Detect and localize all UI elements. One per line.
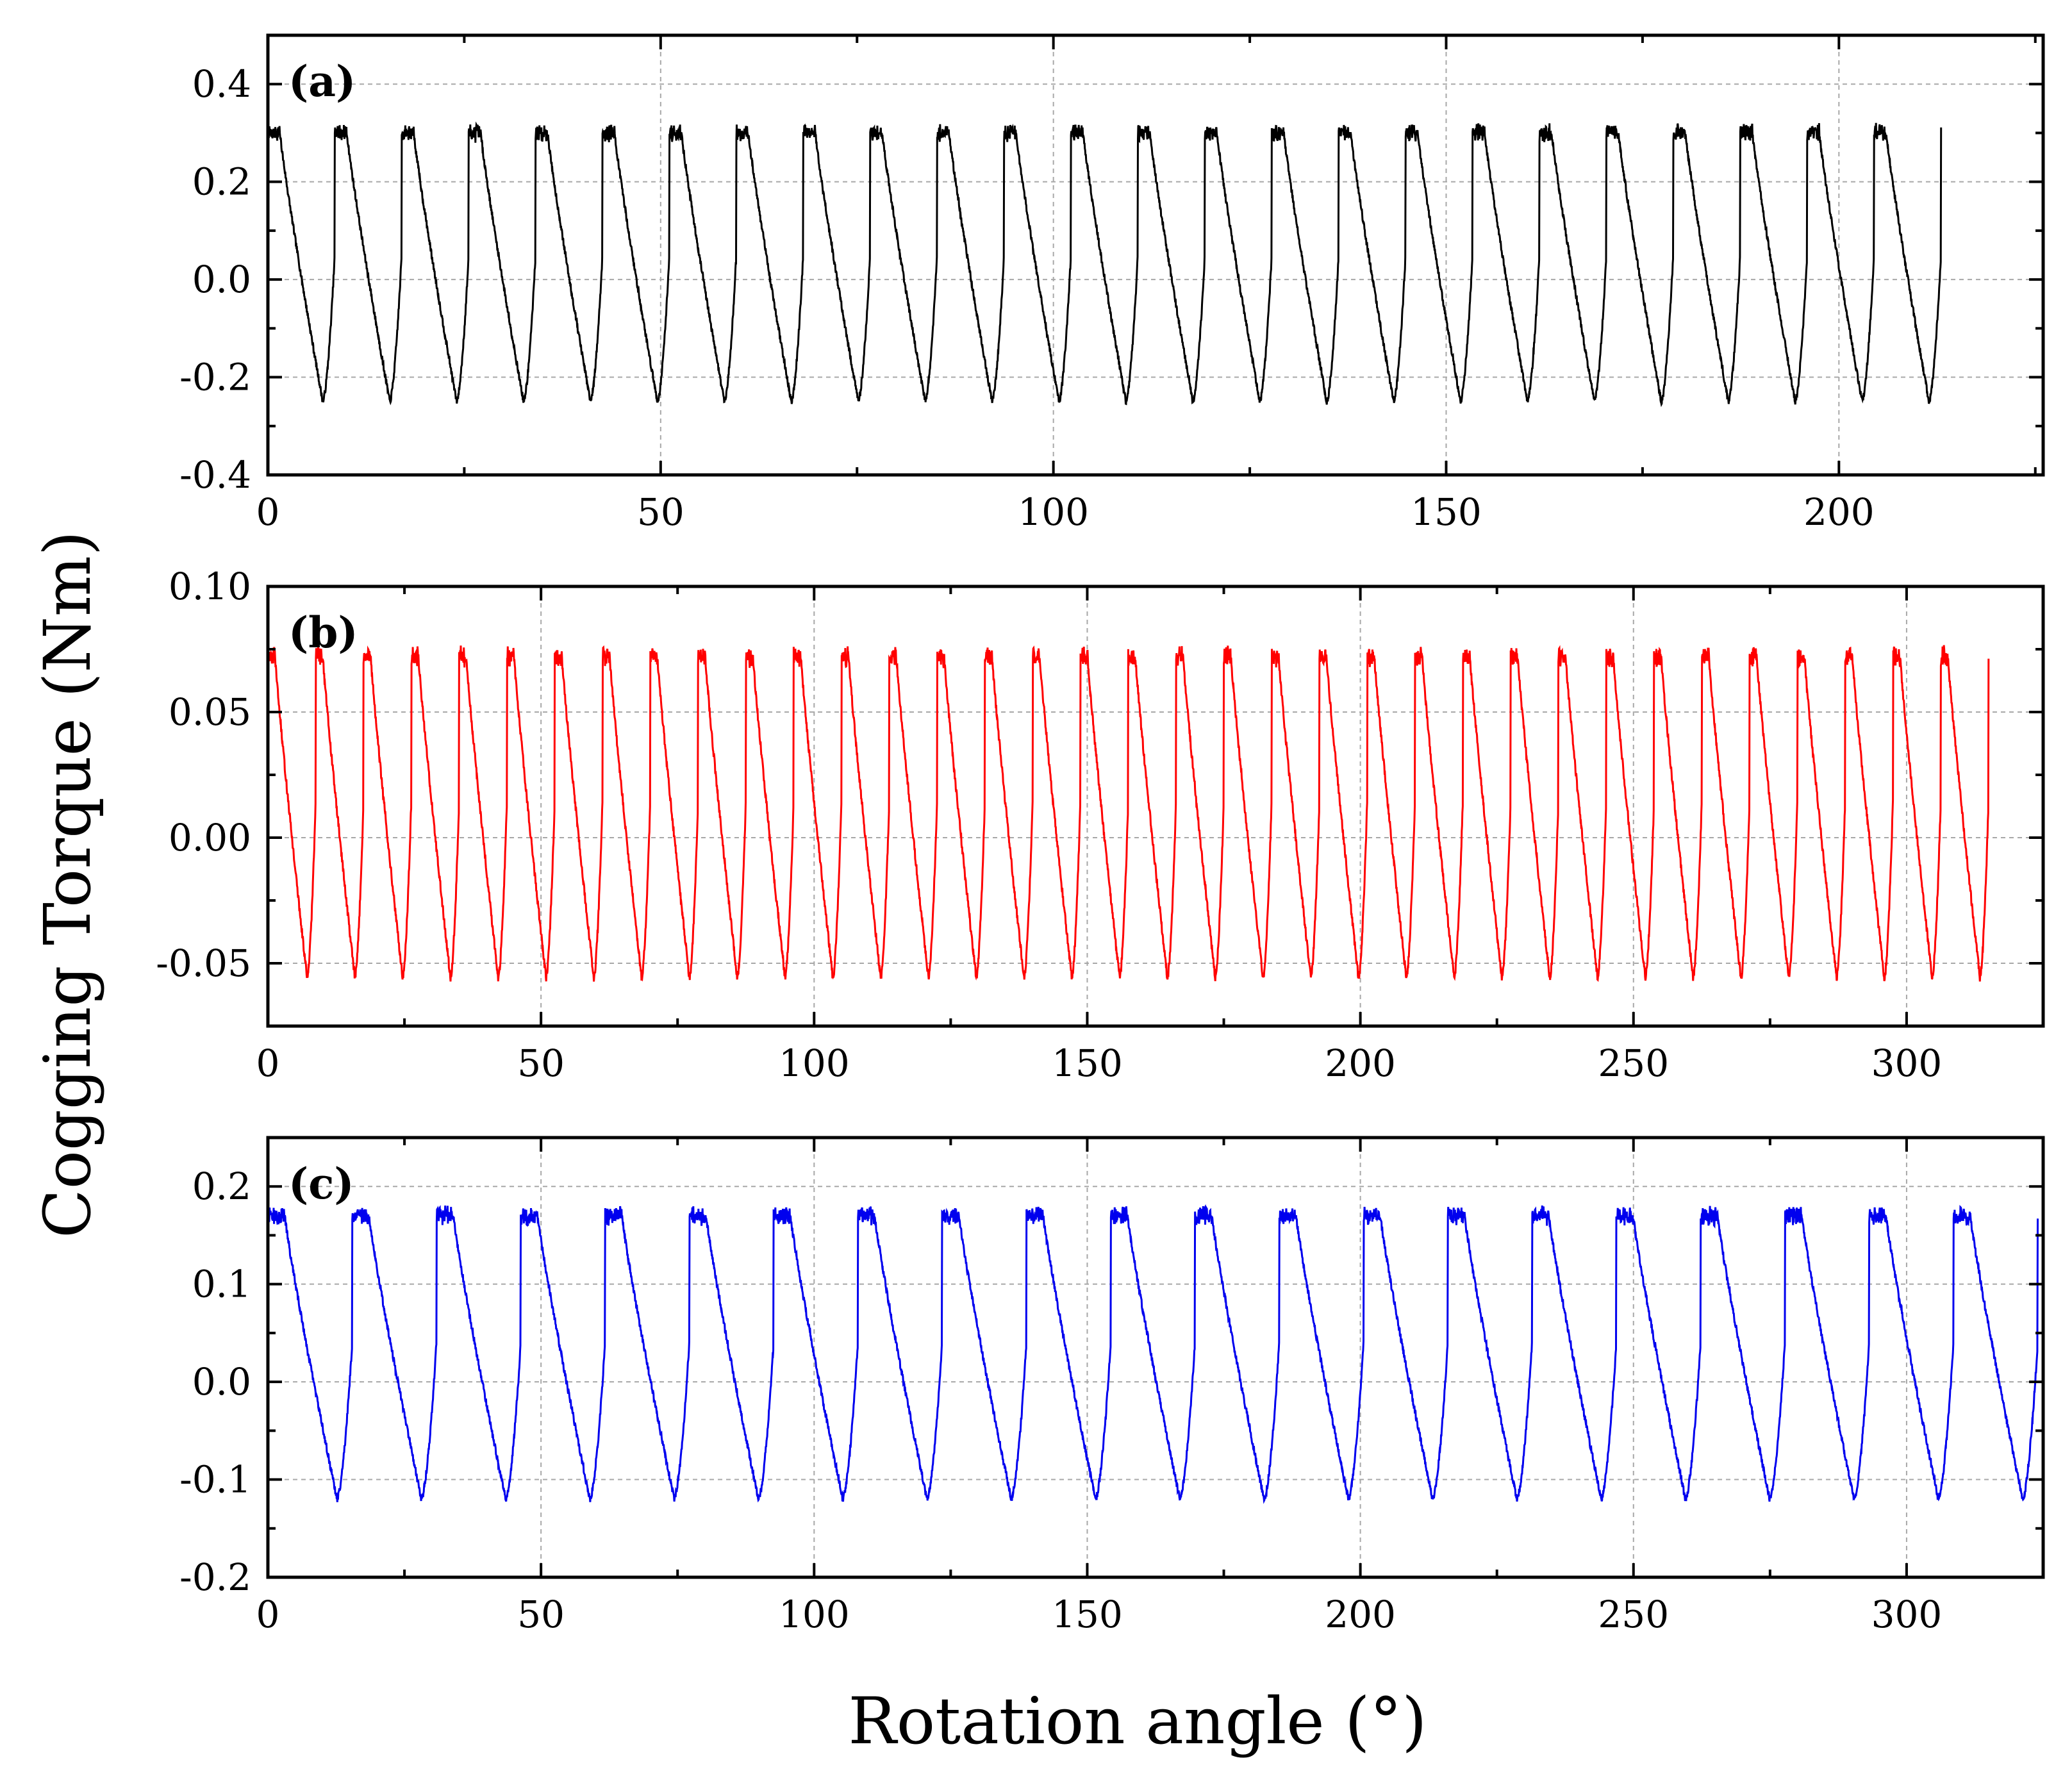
panel-a-xtick-label: 0 bbox=[256, 490, 280, 534]
panel-a-ytick-label: -0.4 bbox=[179, 453, 251, 497]
panel-a-xtick-label: 150 bbox=[1411, 490, 1482, 534]
panel-b-ytick-label: -0.05 bbox=[156, 941, 251, 985]
panel-a-series-line bbox=[267, 121, 1943, 408]
panel-a-frame bbox=[266, 33, 2045, 477]
panel-b-frame bbox=[266, 584, 2045, 1028]
panel-b-xtick-label: 100 bbox=[779, 1041, 850, 1085]
panel-a-xtick-label: 100 bbox=[1018, 490, 1089, 534]
panel-a-grid bbox=[268, 35, 2043, 475]
panel-a-ytick-label: 0.0 bbox=[192, 258, 251, 301]
panel-b-xtick-label: 300 bbox=[1871, 1041, 1943, 1085]
panel-b-xtick-label: 150 bbox=[1052, 1041, 1123, 1085]
panel-a-ticks: 0 50 100 150 200 -0.4 -0.2 0.0 0.2 0.4 bbox=[179, 34, 2043, 534]
panel-c-xtick-label: 100 bbox=[779, 1593, 850, 1636]
panel-a-ytick-label: 0.2 bbox=[192, 160, 251, 204]
panel-c-xtick-label: 200 bbox=[1325, 1593, 1396, 1636]
panel-b-xtick-label: 50 bbox=[517, 1041, 565, 1085]
panel-c-ticks: 0 50 100 150 200 250 300 -0.2 -0.1 0.0 0.1 0.2 bbox=[179, 1136, 2044, 1636]
x-axis-title: Rotation angle (°) bbox=[849, 1684, 1427, 1759]
panel-c-xtick-label: 50 bbox=[517, 1593, 565, 1636]
panel-c-ytick-label: 0.2 bbox=[192, 1165, 251, 1208]
panel-c-grid bbox=[268, 1138, 2043, 1577]
panel-a-xtick-label: 50 bbox=[637, 490, 684, 534]
panel-a-ytick-label: -0.2 bbox=[179, 356, 251, 399]
panel-b-xtick-label: 250 bbox=[1598, 1041, 1669, 1085]
panel-b-xtick-label: 0 bbox=[256, 1041, 280, 1085]
panel-c-ytick-label: -0.1 bbox=[179, 1458, 251, 1502]
panel-c: 0 50 100 150 200 250 300 -0.2 -0.1 0.0 0.1 0.2 (c) bbox=[179, 1136, 2045, 1636]
panel-c-xtick-label: 300 bbox=[1871, 1593, 1943, 1636]
panel-c-ytick-label: 0.1 bbox=[192, 1263, 251, 1306]
panel-b: 0 50 100 150 200 250 300 -0.05 0.00 0.05 0.10 (b) bbox=[156, 565, 2045, 1085]
panel-c-xtick-label: 150 bbox=[1052, 1593, 1123, 1636]
panel-c-series-line bbox=[267, 1204, 2039, 1504]
panel-b-xtick-label: 200 bbox=[1325, 1041, 1396, 1085]
panel-b-ytick-label: 0.10 bbox=[169, 565, 251, 608]
panel-b-ticks: 0 50 100 150 200 250 300 -0.05 0.00 0.05 0.10 bbox=[156, 565, 2044, 1085]
panel-b-series-line bbox=[267, 645, 1990, 982]
panel-c-ytick-label: -0.2 bbox=[179, 1555, 251, 1599]
panel-a-label: (a) bbox=[288, 56, 356, 106]
panel-c-ytick-label: 0.0 bbox=[192, 1360, 251, 1404]
y-axis-title: Cogging Torque (Nm) bbox=[30, 531, 105, 1238]
panel-a-ytick-label: 0.4 bbox=[192, 62, 251, 106]
panel-b-grid bbox=[268, 586, 2043, 1026]
panel-a: 0 50 100 150 200 -0.4 -0.2 0.0 0.2 0.4 (a) bbox=[179, 33, 2045, 534]
panel-b-ytick-label: 0.00 bbox=[169, 816, 251, 859]
panel-c-xtick-label: 0 bbox=[256, 1593, 280, 1636]
panel-c-label: (c) bbox=[288, 1159, 354, 1209]
panel-a-xtick-label: 200 bbox=[1803, 490, 1875, 534]
panel-c-frame bbox=[266, 1136, 2045, 1579]
panel-c-xtick-label: 250 bbox=[1598, 1593, 1669, 1636]
panel-b-label: (b) bbox=[288, 608, 358, 658]
panel-b-ytick-label: 0.05 bbox=[169, 690, 251, 734]
